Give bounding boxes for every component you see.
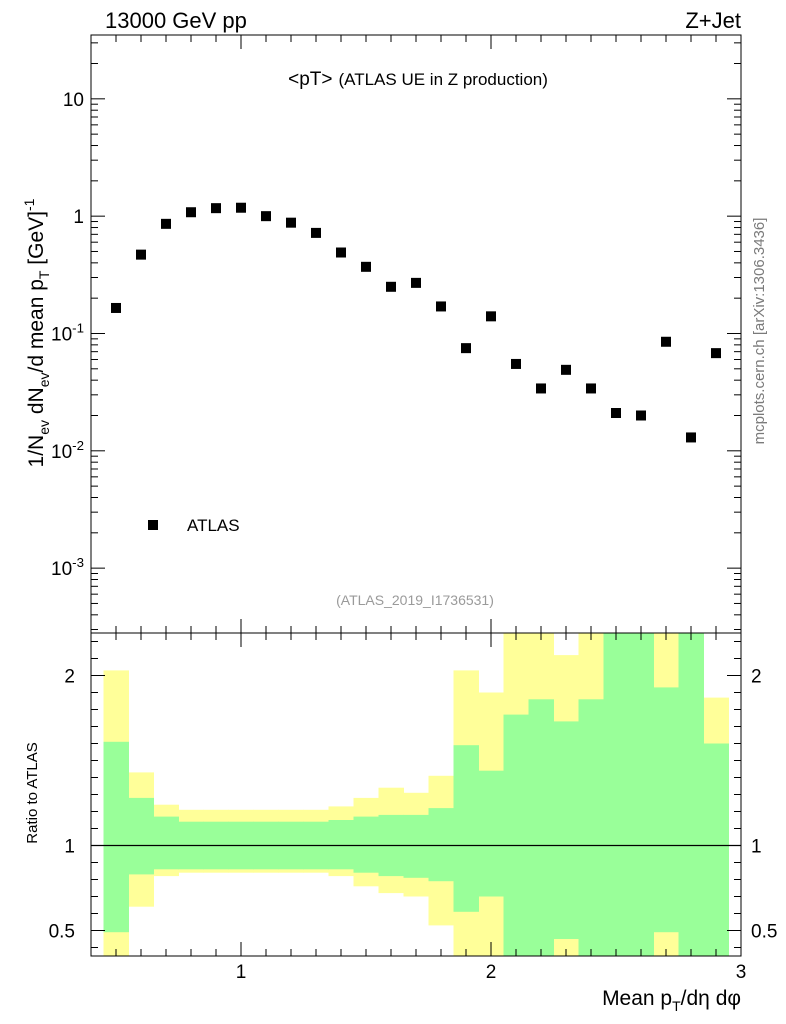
data-point: [461, 343, 471, 354]
analysis-id: (ATLAS_2019_I1736531): [336, 592, 494, 608]
main-plot-frame: [90, 34, 742, 634]
stat-band-bin: [628, 633, 654, 956]
header-energy: 13000 GeV pp: [105, 8, 247, 33]
stat-band-bin: [353, 816, 379, 873]
data-point: [586, 383, 596, 394]
y-tick-label: 10-1: [51, 320, 84, 345]
data-point: [336, 247, 346, 258]
stat-band-bin: [503, 714, 529, 956]
data-point: [111, 302, 121, 313]
x-axis-label: Mean pT/dη dφ: [602, 987, 741, 1014]
legend-label: ATLAS: [187, 516, 240, 535]
stat-band-bin: [153, 816, 179, 870]
data-point: [411, 277, 421, 288]
y-tick-label: 10-3: [51, 555, 84, 580]
data-point: [236, 202, 246, 213]
data-point: [536, 383, 546, 394]
stat-band-bin: [553, 721, 579, 939]
data-point: [436, 301, 446, 312]
ratio-tick-label-right: 0.5: [751, 922, 777, 943]
data-point: [611, 408, 621, 419]
stat-band-bin: [328, 820, 354, 870]
stat-band-bin: [403, 814, 429, 878]
data-point: [311, 227, 321, 238]
legend-marker: [148, 520, 158, 530]
data-point: [661, 336, 671, 347]
main-y-axis-label: 1/Nev dNev/d mean pT [GeV]-1: [21, 198, 52, 467]
stat-band-bin: [653, 687, 679, 933]
plot-title: <pT>: [288, 69, 332, 90]
y-tick-label: 10-2: [51, 438, 84, 463]
data-point: [361, 261, 371, 272]
stat-band-bin: [678, 633, 704, 956]
ratio-tick-label-left: 0.5: [49, 922, 75, 943]
data-point: [686, 432, 696, 443]
ratio-tick-label-left: 2: [64, 667, 75, 688]
x-tick-label: 1: [236, 962, 247, 983]
data-point: [261, 211, 271, 222]
stat-band-bin: [128, 797, 154, 875]
stat-band-bin: [453, 745, 479, 912]
ratio-plot-frame: [90, 632, 742, 957]
y-tick-label: 1: [73, 207, 84, 228]
data-point: [161, 218, 171, 229]
data-point: [136, 249, 146, 260]
y-tick-label: 10: [63, 90, 84, 111]
stat-band-bin: [603, 633, 629, 956]
data-point: [211, 203, 221, 214]
side-watermark: mcplots.cern.ch [arXiv:1306.3436]: [751, 218, 768, 445]
stat-band-bin: [478, 770, 504, 897]
plot-title-row: <pT> (ATLAS UE in Z production): [288, 69, 548, 90]
x-tick-label: 3: [736, 962, 747, 983]
ratio-tick-label-left: 1: [64, 837, 75, 858]
header-process: Z+Jet: [685, 8, 741, 33]
data-point: [486, 311, 496, 322]
data-point: [511, 358, 521, 369]
data-point: [386, 281, 396, 292]
data-point: [561, 364, 571, 375]
stat-band-bin: [428, 808, 454, 882]
ratio-tick-label-right: 1: [751, 837, 762, 858]
plot-subtitle: (ATLAS UE in Z production): [338, 70, 547, 89]
stat-band-bin: [103, 741, 129, 933]
stat-band-bin: [578, 699, 604, 956]
data-point: [711, 348, 721, 359]
ratio-y-axis-label: Ratio to ATLAS: [24, 742, 41, 843]
data-point: [286, 217, 296, 228]
x-tick-label: 2: [486, 962, 497, 983]
data-point: [186, 207, 196, 218]
stat-band-bin: [703, 743, 729, 956]
stat-band-bin: [528, 699, 554, 956]
ratio-tick-label-right: 2: [751, 667, 762, 688]
data-point: [636, 410, 646, 421]
